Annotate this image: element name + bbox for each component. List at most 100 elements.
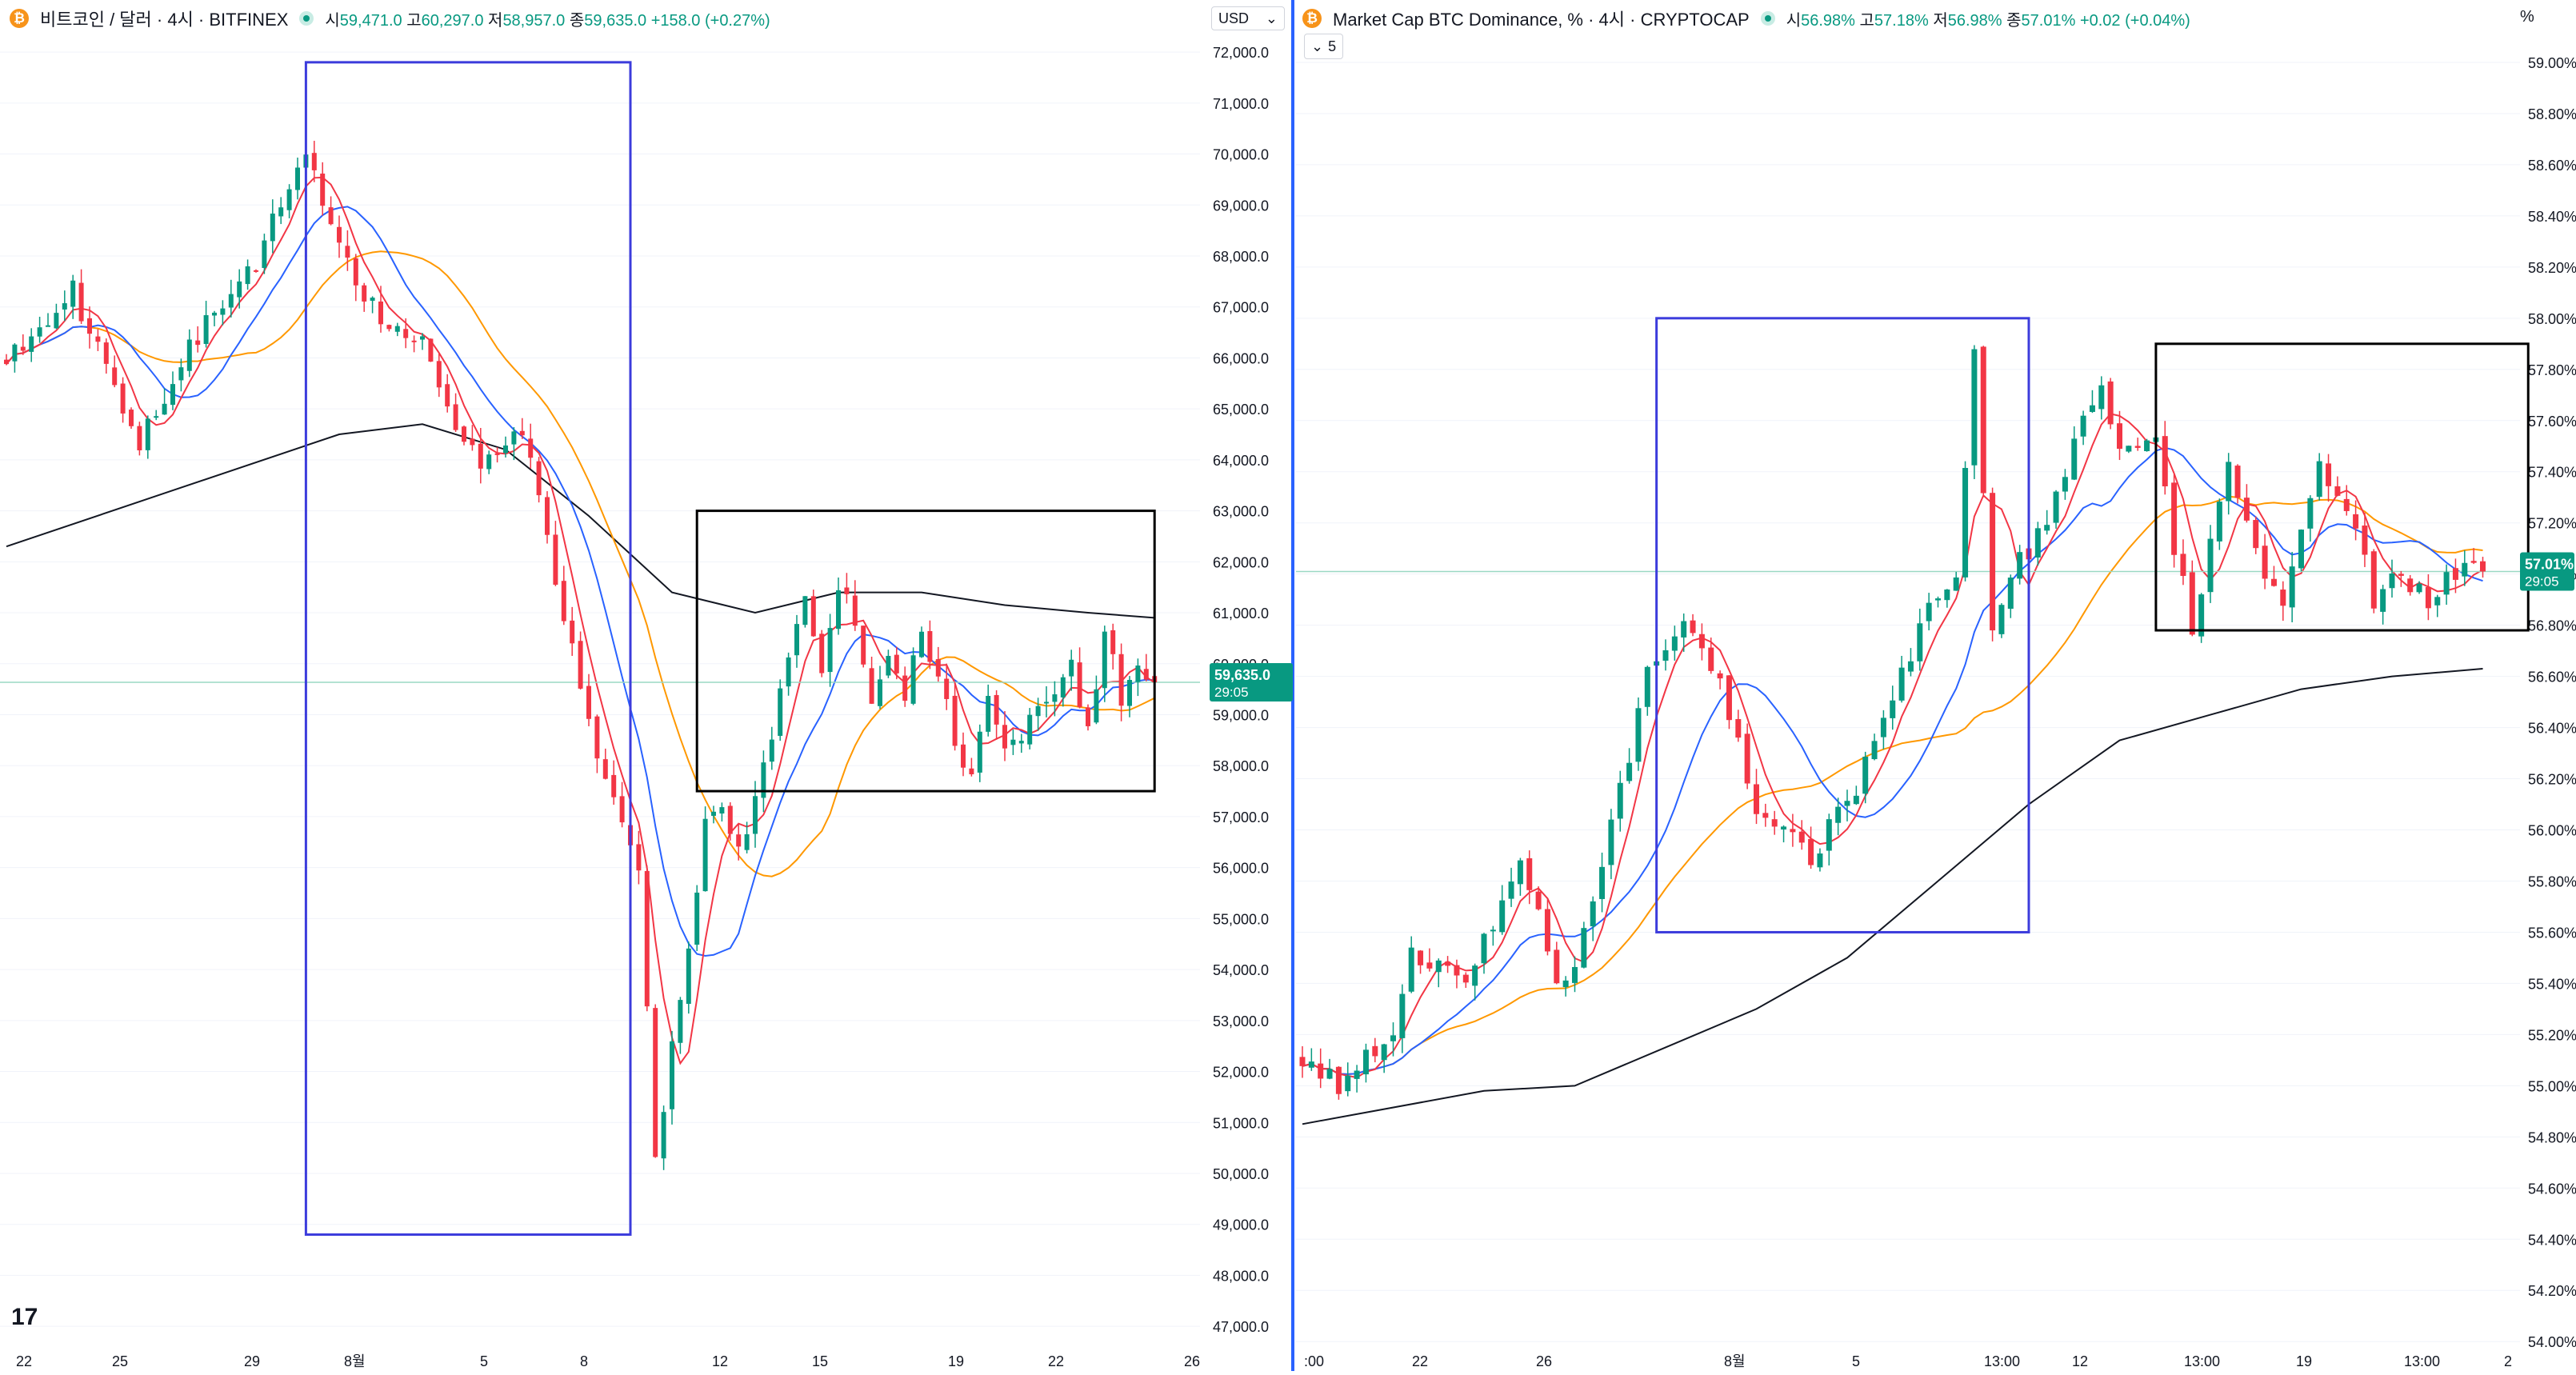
candle (2216, 498, 2222, 550)
candle-body (2098, 385, 2105, 410)
candle-body (694, 892, 700, 945)
candle (1726, 674, 1732, 729)
candle (245, 259, 250, 290)
candle (428, 338, 434, 362)
candle (212, 310, 217, 326)
candle (2117, 410, 2122, 461)
market-open-icon (1760, 11, 1775, 26)
candle (1035, 697, 1041, 731)
y-tick-label: 57.60% (2528, 414, 2576, 430)
right-symbol-title[interactable]: Market Cap BTC Dominance, % · 4시 · CRYPT… (1333, 10, 1750, 30)
candle (1662, 639, 1669, 671)
candle-body (428, 338, 434, 362)
candle (2407, 574, 2414, 596)
candle (4, 354, 9, 366)
candle (470, 425, 475, 451)
candle-body (894, 654, 899, 674)
indicator-toggle-button[interactable]: ⌄ 5 (1304, 34, 1344, 59)
candle (54, 303, 59, 330)
candle (1762, 803, 1769, 827)
range-box-blue (1655, 317, 2030, 933)
y-tick-label: 63,000.0 (1213, 504, 1269, 520)
candle (977, 724, 982, 782)
candle (2262, 534, 2268, 590)
candle-body (1907, 661, 1914, 672)
candle (2316, 453, 2322, 501)
candle-body (78, 282, 84, 322)
candle (1086, 704, 1090, 731)
candle-body (1462, 974, 1469, 983)
candle (2443, 564, 2450, 606)
left-symbol-title[interactable]: 비트코인 / 달러 · 4시 · BITFINEX (40, 10, 289, 30)
candle-body (836, 590, 841, 630)
candle-body (644, 870, 650, 1007)
candle (286, 184, 292, 218)
candle (95, 329, 101, 351)
candle (1771, 810, 1778, 835)
ma-line-blue (6, 206, 1155, 957)
candle (386, 324, 392, 332)
candle (519, 418, 525, 439)
y-tick-label: 57,000.0 (1213, 809, 1269, 825)
candle-body (462, 426, 466, 442)
candle-body (262, 240, 267, 268)
candle-body (1135, 666, 1141, 682)
candle-body (2034, 528, 2041, 558)
candle-body (295, 167, 300, 190)
candle-body (2343, 498, 2350, 511)
candle-body (2452, 568, 2458, 580)
candle (1862, 751, 1869, 804)
candle-body (2234, 466, 2241, 498)
candle-body (678, 1000, 683, 1043)
x-tick-label: 26 (1536, 1353, 1552, 1369)
y-tick-label: 56.80% (2528, 618, 2576, 634)
candle-body (1590, 901, 1596, 927)
last-price-badge (2520, 552, 2574, 591)
candle (345, 230, 350, 271)
candle (1735, 709, 1742, 742)
candle (952, 682, 958, 751)
candle-body (1726, 675, 1732, 721)
candle-body (2370, 551, 2377, 609)
candle (1853, 785, 1859, 805)
candle-body (478, 443, 483, 469)
candle-body (1671, 636, 1678, 651)
candle-body (852, 595, 858, 626)
candle (129, 407, 134, 430)
x-tick-label: 22 (1412, 1353, 1428, 1369)
candle (494, 447, 500, 463)
candle-body (1644, 666, 1650, 707)
candle (594, 714, 600, 773)
candle (1781, 825, 1787, 843)
candle (2434, 594, 2441, 618)
candle-body (977, 731, 982, 773)
y-tick-label: 68,000.0 (1213, 249, 1269, 265)
y-tick-label: 59,000.0 (1213, 707, 1269, 723)
candle (1299, 1046, 1306, 1078)
y-tick-label: 54.80% (2528, 1129, 2576, 1145)
candle-body (2334, 486, 2341, 496)
candle-body (1044, 701, 1049, 704)
candle-body (2270, 578, 2277, 586)
candle-body (2126, 446, 2132, 452)
y-tick-label: 55.40% (2528, 976, 2576, 992)
candle (761, 750, 766, 813)
candle (2053, 490, 2059, 529)
candle (328, 196, 334, 226)
candle (2280, 581, 2286, 622)
candle-body (1853, 795, 1859, 805)
candle-body (878, 679, 882, 706)
candle-body (2171, 482, 2178, 555)
x-tick-label: 15 (812, 1353, 828, 1369)
y-tick-label: 47,000.0 (1213, 1319, 1269, 1335)
currency-selector[interactable]: USD ⌄ (1211, 6, 1285, 30)
candle-body (228, 294, 234, 308)
candle-body (2280, 590, 2286, 606)
candle-body (1798, 831, 1805, 843)
candle-body (1002, 725, 1007, 749)
candle-body (1735, 718, 1742, 738)
ma-line-orange (6, 250, 1155, 877)
candle (78, 269, 84, 325)
candle-body (1898, 667, 1905, 701)
